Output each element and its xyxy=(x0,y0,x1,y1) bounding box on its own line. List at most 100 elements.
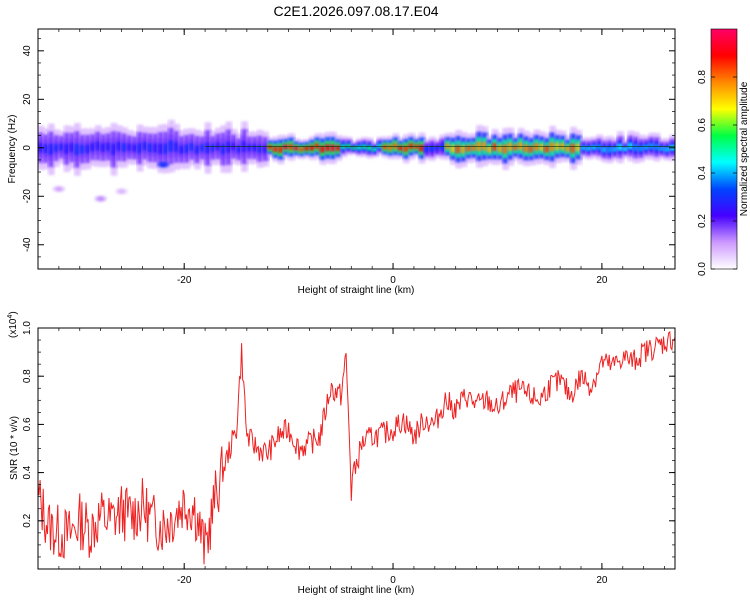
spectrogram-xlabel: Height of straight line (km) xyxy=(298,285,415,296)
spectrogram-cell xyxy=(194,145,201,154)
spectrogram-ytick-label: -40 xyxy=(22,237,33,252)
spectrogram-cell xyxy=(643,144,650,150)
spectrogram-cell xyxy=(434,146,441,151)
spectrogram-cell xyxy=(205,142,211,154)
spectrogram-cell xyxy=(366,145,373,151)
spectrogram-cell xyxy=(398,145,405,151)
snr-background xyxy=(38,328,675,569)
spectrogram-cell xyxy=(622,146,629,152)
spectrogram-cell xyxy=(252,144,258,152)
spectrogram-cell xyxy=(142,141,149,151)
spectrogram-cell xyxy=(507,142,514,151)
spectrogram-cell xyxy=(163,143,170,154)
spectrogram-cell xyxy=(617,143,624,151)
spectrogram-cell xyxy=(387,145,394,151)
colorbar-tick-label: 0.4 xyxy=(697,166,708,180)
spectrogram-cell xyxy=(111,143,117,156)
spectrogram-xtick-label: 0 xyxy=(390,275,396,286)
spectrogram-cell xyxy=(549,142,556,152)
spectrogram-blob xyxy=(158,161,169,168)
snr-multiplier-close: ) xyxy=(8,311,19,314)
spectrogram-cell xyxy=(147,143,154,153)
figure-title: C2E1.2026.097.08.17.E04 xyxy=(273,3,438,19)
spectrogram-cell xyxy=(581,145,587,151)
snr-multiplier-exp: 4 xyxy=(7,315,14,319)
spectrogram-xtick-label: 20 xyxy=(596,275,608,286)
snr-panel: -20 0 20 0.2 0.4 0.6 0.8 1.0 Height of straight… xyxy=(7,311,676,596)
spectrogram-cell xyxy=(283,144,290,150)
spectrogram-blob xyxy=(95,195,106,202)
spectrogram-cell xyxy=(184,144,191,154)
spectrogram-cell xyxy=(309,145,316,151)
colorbar-frame xyxy=(710,28,738,270)
spectrogram-cell xyxy=(325,144,331,152)
spectrogram-cell xyxy=(607,146,613,153)
colorbar-gradient xyxy=(711,29,737,269)
spectrogram-cell xyxy=(335,145,342,151)
spectrogram-cell xyxy=(502,144,509,154)
colorbar-tick-label: 0.2 xyxy=(697,214,708,228)
spectrogram-cell xyxy=(455,144,462,154)
spectrogram-cell xyxy=(450,145,457,153)
spectrogram-cell xyxy=(460,145,467,154)
colorbar-tick-label: 0.0 xyxy=(697,262,708,276)
snr-ytick-label: 1.0 xyxy=(22,321,33,335)
spectrogram-cell xyxy=(664,146,671,152)
spectrogram-cell xyxy=(43,144,50,154)
spectrogram-cell xyxy=(340,144,347,150)
spectrogram-cell xyxy=(48,143,55,155)
spectrogram-frame xyxy=(37,28,676,270)
snr-ytick-label: 0.6 xyxy=(22,417,33,431)
spectrogram-cell xyxy=(419,144,425,152)
spectrogram-cell xyxy=(58,143,65,151)
snr-xtick-label: -20 xyxy=(177,575,192,586)
spectrogram-cell xyxy=(152,143,159,153)
snr-ytick-label: 0.4 xyxy=(22,465,33,479)
spectrogram-xtick-label: -20 xyxy=(177,275,192,286)
spectrogram-cell xyxy=(246,144,253,152)
spectrogram-cell xyxy=(565,145,572,152)
spectrogram-cell xyxy=(53,143,60,153)
snr-ytick-label: 0.8 xyxy=(22,369,33,383)
spectrogram-cell xyxy=(168,140,175,152)
spectrogram-cell xyxy=(225,141,232,153)
spectrogram-blob xyxy=(53,186,64,192)
snr-ylabel: SNR (10 * v/v) xyxy=(9,416,20,480)
spectrogram-cell xyxy=(267,145,274,150)
spectrogram-cell xyxy=(189,142,196,151)
spectrogram-cell xyxy=(79,144,86,154)
spectrogram-ylabel: Frequency (Hz) xyxy=(7,115,18,184)
spectrogram-cell xyxy=(492,143,499,151)
spectrogram-cell xyxy=(539,143,546,151)
spectrogram-cell xyxy=(158,143,164,155)
spectrogram-ytick-label: 20 xyxy=(22,93,33,105)
svg-text:(x104): (x104) xyxy=(7,311,19,338)
spectrogram-heat xyxy=(38,119,675,202)
spectrogram-axes: -20 0 20 -40 -20 0 20 40 xyxy=(22,29,675,286)
spectrogram-cell xyxy=(382,144,389,150)
spectrogram-cell xyxy=(528,145,535,153)
spectrogram-cell xyxy=(361,144,368,150)
spectrogram-cell xyxy=(137,142,144,154)
spectrogram-cell xyxy=(638,145,645,152)
spectrogram-cell xyxy=(654,144,660,151)
spectrogram-cell xyxy=(544,145,551,153)
snr-multiplier: (x104) xyxy=(7,311,19,338)
colorbar-label: Normalized spectral amplitude xyxy=(739,81,750,216)
spectrogram-cell xyxy=(659,146,666,151)
spectrogram-cell xyxy=(523,144,530,153)
spectrogram-ytick-label: 0 xyxy=(22,145,33,151)
spectrogram-cell xyxy=(356,145,363,150)
spectrogram-cell xyxy=(116,141,123,151)
spectrogram-ytick-label: 40 xyxy=(22,45,33,57)
spectrogram-cell xyxy=(278,146,285,153)
spectrogram-cell xyxy=(288,143,295,151)
spectrogram-cell xyxy=(351,146,358,150)
spectrogram-cell xyxy=(236,145,243,153)
spectrogram-cell xyxy=(513,144,519,151)
spectrogram-cell xyxy=(575,143,582,152)
spectrogram-cell xyxy=(591,145,598,150)
spectrogram-cell xyxy=(84,144,91,154)
colorbar-tick-label: 0.8 xyxy=(697,70,708,84)
snr-xtick-label: 0 xyxy=(390,575,396,586)
